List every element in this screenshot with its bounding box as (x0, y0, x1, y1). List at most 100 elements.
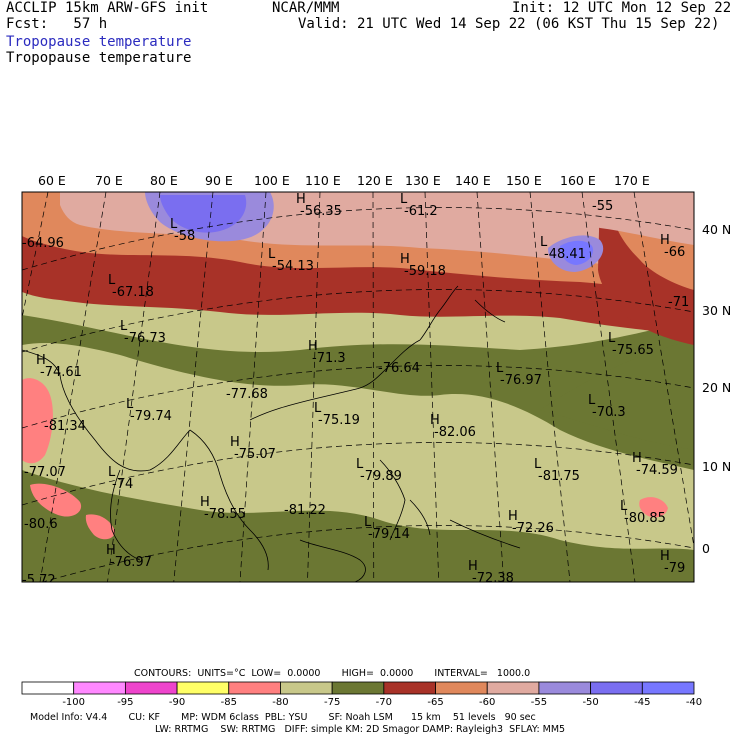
center-value: -79.74 (130, 409, 172, 424)
center-value: -59.18 (404, 264, 446, 279)
meridian-2 (107, 192, 161, 582)
colorbar: -100 -95 -90 -85 -80 -75 -70 -65 -60 -55 -50 -45 -40… (21, 681, 740, 708)
parallel-0 (22, 207, 694, 271)
lon-tick-label: 90 E (205, 173, 233, 188)
colorbar-swatch (590, 681, 643, 695)
lon-tick-label: 160 E (560, 173, 596, 188)
coastline-8 (449, 519, 521, 549)
center-marker: H (508, 509, 518, 524)
lat-tick-label: 0 (702, 541, 710, 556)
center-marker: H (36, 353, 46, 368)
colorbar-tick-label: -100 (62, 697, 85, 708)
contours-info: CONTOURS: UNITS=°C LOW= 0.0000 HIGH= 0.0… (134, 668, 531, 679)
center-marker: H (308, 339, 318, 354)
colorbar-tick-label: -40 (686, 697, 702, 708)
center-value: -79 (664, 561, 685, 576)
center-value: -79.14 (368, 527, 410, 542)
center-value: -48.41 (544, 247, 586, 262)
colorbar-swatch (124, 681, 178, 695)
center-value: -77.07 (24, 465, 66, 480)
center-value: -81.22 (284, 503, 326, 518)
band-minus70-south (22, 470, 694, 582)
coastline-1 (189, 429, 269, 571)
center-value: -74.61 (40, 365, 82, 380)
center-marker: L (314, 401, 322, 416)
coastline-2 (249, 339, 421, 421)
coastlines (22, 285, 521, 582)
organization: NCAR/MMM (272, 0, 340, 16)
center-value: -81.34 (44, 419, 86, 434)
variable-title-colored: Tropopause temperature (6, 34, 192, 50)
center-marker: H (632, 451, 642, 466)
colorbar-swatch (21, 681, 75, 695)
meridian-10 (581, 192, 636, 582)
meridian-6 (372, 192, 375, 582)
center-labels: L-58H-56.35L-61.2 -55L-48.41H-66-64.96L-5… (22, 192, 689, 588)
parallel-2 (22, 365, 694, 429)
center-value: -81.75 (538, 469, 580, 484)
center-marker: L (608, 331, 616, 346)
map-frame (21, 191, 695, 583)
center-marker: H (468, 559, 478, 574)
center-value: -77.68 (226, 387, 268, 402)
center-marker: L (108, 465, 116, 480)
coastline-0 (22, 349, 191, 472)
forecast-hour: Fcst: 57 h (6, 16, 108, 32)
parallel-3 (22, 442, 694, 506)
center-value: -55 (592, 199, 613, 214)
center-value: -76.97 (500, 373, 542, 388)
center-value: -5.72 (22, 573, 56, 588)
lon-tick-label: 120 E (357, 173, 393, 188)
band-minus80-to-85-sw (30, 483, 82, 517)
colorbar-tick-label: -80 (272, 697, 288, 708)
parallel-1 (22, 289, 694, 353)
band-minus70-to-75 (22, 315, 694, 470)
model-title: ACCLIP 15km ARW-GFS init (6, 0, 209, 16)
colorbar-tick-label: -90 (169, 697, 185, 708)
meridian-11 (633, 192, 694, 549)
center-marker: H (230, 435, 240, 450)
coastline-6 (409, 499, 431, 536)
lon-tick-label: 140 E (455, 173, 491, 188)
lon-tick-label: 170 E (614, 173, 650, 188)
colorbar-tick-label: -45 (634, 697, 650, 708)
lat-tick-label: 40 N (702, 222, 731, 237)
center-marker: L (540, 235, 548, 250)
center-marker: H (660, 233, 670, 248)
lon-tick-label: 80 E (150, 173, 178, 188)
lat-tick-label: 10 N (702, 459, 731, 474)
meridian-8 (476, 192, 505, 582)
coastline-7 (299, 539, 366, 582)
colorbar-tick-label: -85 (221, 697, 237, 708)
lat-tick-label: 20 N (702, 380, 731, 395)
valid-time: Valid: 21 UTC Wed 14 Sep 22 (06 KST Thu … (298, 16, 720, 32)
center-marker: L (496, 361, 504, 376)
temperature-field (22, 192, 694, 582)
center-value: -78.55 (204, 507, 246, 522)
lon-tick-label: 130 E (405, 173, 441, 188)
center-value: -71 (668, 295, 689, 310)
band-east-blue (560, 240, 594, 265)
colorbar-swatch (176, 681, 230, 695)
center-value: -82.06 (434, 425, 476, 440)
model-info-line1: Model Info: V4.4 CU: KF MP: WDM 6class P… (30, 712, 536, 723)
center-value: -74 (112, 477, 133, 492)
parallel-4 (41, 525, 694, 582)
center-value: -79.89 (360, 469, 402, 484)
center-marker: L (356, 457, 364, 472)
lat-tick-label: 30 N (702, 303, 731, 318)
center-value: -64.96 (22, 236, 64, 251)
band-minus80-to-85-sw2 (85, 514, 115, 540)
center-marker: L (364, 515, 372, 530)
center-value: -80.85 (624, 511, 666, 526)
colorbar-swatch (331, 681, 385, 695)
colorbar-swatch (538, 681, 592, 695)
colorbar-tick-label: -65 (427, 697, 443, 708)
meridian-5 (307, 192, 321, 582)
band-minus80-to-85-east (639, 497, 668, 518)
center-marker: L (126, 397, 134, 412)
meridian-1 (39, 192, 107, 582)
center-value: -75.65 (612, 343, 654, 358)
center-value: -54.13 (272, 259, 314, 274)
